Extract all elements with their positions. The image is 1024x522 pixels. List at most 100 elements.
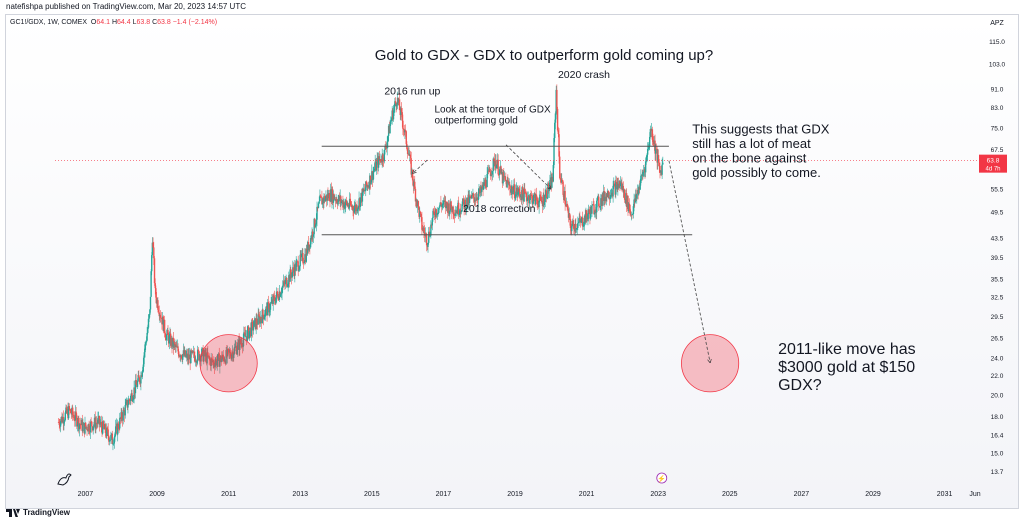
candle-body: [140, 375, 142, 384]
candle-body: [300, 253, 303, 258]
candle-body: [418, 206, 420, 217]
candle-body: [283, 281, 285, 283]
candle-body: [136, 380, 139, 387]
candle-body: [492, 158, 494, 172]
candle-body: [276, 291, 278, 294]
candle-body: [344, 200, 347, 206]
candle-body: [513, 184, 516, 199]
candle-body: [577, 222, 579, 228]
candle-body: [143, 352, 146, 358]
candle-body: [632, 206, 635, 215]
candle-body: [282, 285, 284, 288]
candle-body: [345, 200, 348, 203]
candle-body: [180, 355, 183, 359]
candle-body: [246, 330, 248, 342]
candle-body: [556, 89, 558, 109]
torque-arrow-2: [505, 144, 551, 189]
candle-body: [543, 202, 546, 205]
candle-body: [74, 420, 76, 421]
candle-body: [279, 291, 281, 297]
x-tick-label: 2021: [579, 491, 595, 498]
candle-body: [158, 312, 160, 317]
candle-body: [76, 424, 79, 427]
candle-body: [147, 318, 150, 328]
candle-body: [84, 422, 86, 434]
candle-body: [96, 423, 98, 424]
candle-body: [619, 183, 622, 187]
candle-body: [496, 165, 498, 169]
candle-body: [204, 350, 206, 357]
candle-body: [593, 213, 596, 215]
candle-body: [552, 165, 555, 182]
x-tick-label: 2011: [221, 491, 236, 498]
candle-body: [593, 204, 595, 215]
candle-body: [173, 342, 175, 348]
candle-body: [642, 171, 645, 173]
candle-body: [299, 254, 301, 267]
tradingview-logo-icon[interactable]: [6, 508, 20, 517]
symbol-name[interactable]: GC1!/GDX, 1W, COMEX: [10, 19, 88, 26]
candle-body: [104, 424, 107, 434]
candle-body: [252, 327, 255, 331]
candle-body: [660, 170, 663, 175]
candle-body: [370, 180, 372, 185]
candle-body: [464, 199, 467, 211]
candle-body: [138, 377, 141, 383]
candle-body: [248, 331, 251, 339]
candle-body: [164, 333, 167, 338]
candle-body: [58, 422, 60, 425]
candle-body: [269, 309, 271, 313]
candle-body: [387, 125, 390, 136]
candle-body: [539, 194, 542, 197]
candle-body: [193, 351, 195, 357]
candle-body: [462, 198, 465, 202]
candle-body: [390, 121, 392, 125]
candle-body: [425, 234, 428, 246]
candle-body: [477, 193, 480, 201]
candle-body: [538, 200, 540, 207]
candle-body: [504, 176, 506, 180]
candle-body: [436, 213, 439, 215]
candle-body: [373, 170, 375, 173]
low-value: 63.8: [136, 19, 151, 26]
candle-body: [203, 354, 205, 362]
candle-body: [603, 190, 605, 201]
candle-body: [250, 322, 253, 337]
candle-body: [450, 201, 452, 209]
y-tick-label: 15.0: [991, 451, 1004, 458]
candle-body: [385, 146, 387, 148]
candle-body: [648, 136, 651, 147]
candle-body: [273, 296, 276, 302]
y-tick-label: 35.5: [991, 277, 1004, 284]
candle-body: [148, 314, 150, 319]
high-label: H: [111, 19, 117, 26]
candle-body: [131, 393, 133, 402]
last-price-value: 63.8: [987, 158, 1000, 165]
candle-body: [486, 174, 488, 187]
candle-body: [84, 422, 87, 428]
chart-title: Gold to GDX - GDX to outperform gold com…: [375, 47, 714, 64]
candle-body: [178, 351, 180, 357]
candle-body: [196, 349, 199, 361]
candle-body: [585, 210, 588, 216]
candle-body: [209, 358, 211, 360]
candle-body: [497, 159, 499, 175]
candle-body: [267, 302, 269, 316]
candle-body: [337, 199, 339, 205]
candle-body: [449, 210, 451, 215]
candle-body: [652, 139, 654, 142]
candle-body: [167, 330, 169, 335]
candle-body: [228, 351, 231, 353]
candle-body: [524, 188, 526, 193]
candle-body: [236, 349, 238, 355]
candle-body: [311, 231, 313, 240]
x-tick-label: Jun: [969, 491, 980, 498]
candle-body: [253, 320, 255, 328]
candle-body: [273, 295, 275, 297]
candle-body: [126, 399, 128, 408]
tradingview-brand[interactable]: TradingView: [23, 508, 70, 517]
chart-frame[interactable]: [5, 14, 1019, 509]
candle-body: [415, 199, 417, 202]
candle-body: [357, 208, 359, 212]
